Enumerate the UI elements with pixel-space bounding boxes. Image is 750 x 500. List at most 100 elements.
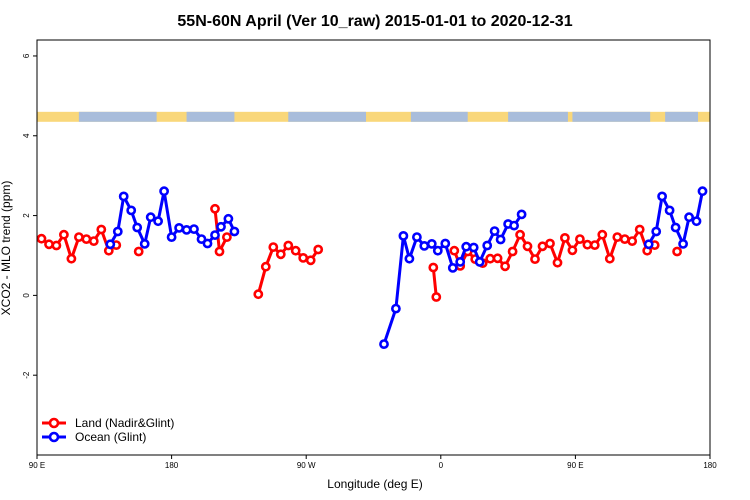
data-point [305,255,316,266]
data-point [145,212,156,223]
data-point [118,191,129,202]
data-point [298,252,309,263]
data-point [313,244,324,255]
data-point [482,240,493,251]
data-point [44,239,54,250]
legend-label: Ocean (Glint) [75,430,146,444]
data-point [447,262,458,273]
band-ocean-region [78,111,157,122]
y-tick-label: 6 [22,53,31,58]
data-point [651,226,662,237]
band-ocean-region [186,111,235,122]
data-point [474,256,485,267]
data-point [126,205,137,216]
x-tick-label: 90 W [297,461,316,470]
data-point [221,232,232,242]
data-point [537,241,548,252]
series-ocean [105,186,708,349]
data-point [159,186,169,197]
y-tick-label: 0 [22,293,31,298]
data-point [253,289,264,300]
data-point [589,240,600,250]
data-point [612,232,623,242]
land-mask-band [37,111,710,122]
data-point [495,234,506,245]
band-background [37,111,710,122]
x-tick-label: 0 [439,461,444,470]
data-point [81,234,92,244]
legend: Land (Nadir&Glint)Ocean (Glint) [42,416,174,444]
band-ocean-region [288,111,367,122]
data-point [196,234,207,244]
y-tick-label: 2 [22,213,31,218]
band-ocean-region [410,111,468,122]
data-point [229,226,240,237]
data-point [432,245,443,256]
data-point [515,229,525,240]
data-point [66,253,77,264]
data-point [189,224,199,234]
data-point [181,224,192,235]
data-point [567,245,578,256]
data-point [697,186,708,197]
data-point [74,232,84,242]
data-point [552,257,563,268]
data-point [51,240,62,251]
data-point [468,242,479,253]
data-point [684,212,694,223]
data-point [455,256,466,267]
data-point [275,249,286,260]
data-point [112,226,123,237]
data-point [461,241,472,252]
y-axis-label: XCO2 - MLO trend (ppm) [0,181,13,316]
data-point [268,242,279,252]
series-layer [36,186,708,349]
data-point [202,238,213,249]
x-axis-label: Longitude (deg E) [327,477,422,491]
x-tick-label: 90 E [29,461,45,470]
x-tick-label: 90 E [567,461,583,470]
data-point [419,240,430,251]
band-ocean-region [572,111,651,122]
data-point [105,239,116,250]
data-point [440,238,451,249]
data-point [530,254,540,264]
data-point [133,246,144,257]
data-point [210,230,220,240]
data-point [174,222,184,233]
data-point [390,303,401,314]
data-point [132,222,143,233]
data-point [678,238,688,249]
data-point [260,261,271,272]
y-tick-label: -2 [22,371,31,379]
data-point [223,213,234,224]
legend-label: Land (Nadir&Glint) [75,416,174,430]
data-point [560,232,570,243]
data-point [59,229,69,240]
data-point [210,203,220,214]
data-point [489,226,500,236]
legend-marker [48,431,60,443]
data-point [509,220,519,231]
data-point [88,236,99,246]
data-point [670,222,681,233]
x-tick-label: 180 [703,461,717,470]
data-point [411,232,422,242]
data-point [166,232,177,242]
data-point [404,253,415,264]
data-point [431,292,442,302]
data-point [216,221,226,232]
data-point [664,205,675,216]
legend-marker [48,417,60,429]
series-line [431,267,438,298]
data-point [619,234,630,244]
data-point [290,245,301,256]
data-point [691,216,702,227]
axes: 90 E 180 90 W 0 90 E 180 -2 0 2 4 6 [22,53,717,470]
data-point [492,253,503,264]
data-point [597,229,608,240]
data-point [426,238,437,249]
data-point [500,261,510,272]
data-point [153,216,163,227]
